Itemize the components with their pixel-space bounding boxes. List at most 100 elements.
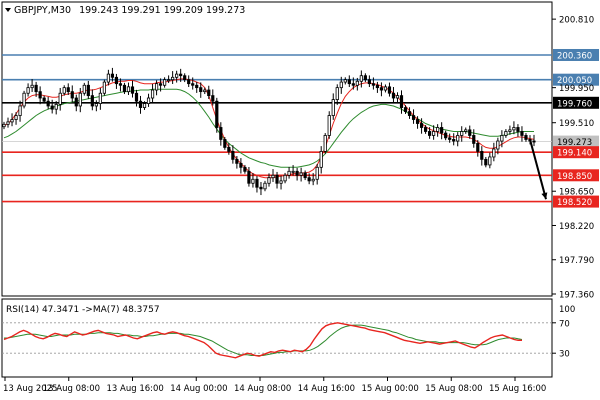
candle-body bbox=[38, 91, 42, 99]
candle-body bbox=[114, 76, 119, 85]
time-tick-label: 14 Aug 16:00 bbox=[298, 384, 355, 394]
candle bbox=[70, 85, 74, 103]
candle-body bbox=[407, 111, 412, 116]
price-tick-label: 199.510 bbox=[559, 119, 594, 129]
candle bbox=[30, 79, 34, 92]
rsi-series-line bbox=[3, 322, 522, 359]
candle-body bbox=[516, 127, 520, 132]
candle-body bbox=[187, 79, 191, 85]
candle bbox=[223, 137, 227, 150]
candle bbox=[355, 77, 359, 91]
candle bbox=[18, 100, 22, 122]
candle bbox=[126, 82, 131, 95]
candle bbox=[532, 134, 536, 147]
candle-body bbox=[468, 129, 472, 136]
price-tick-label: 200.810 bbox=[559, 16, 594, 26]
price-tick-label: 198.220 bbox=[559, 222, 594, 232]
candle-body bbox=[74, 97, 78, 107]
candle bbox=[227, 143, 231, 155]
candle-body bbox=[26, 87, 30, 94]
candle bbox=[239, 158, 243, 174]
candle-body bbox=[351, 83, 355, 86]
candle bbox=[171, 71, 175, 84]
candle bbox=[62, 85, 66, 96]
time-tick-label: 13 Aug 08:00 bbox=[43, 384, 100, 394]
price-tick-label: 200.050 bbox=[557, 76, 592, 86]
candle-body bbox=[167, 79, 171, 82]
candle-body bbox=[319, 150, 323, 168]
price-panel[interactable] bbox=[1, 1, 553, 297]
candle-body bbox=[283, 174, 287, 182]
indicator-panel[interactable] bbox=[1, 298, 553, 378]
candle-body bbox=[419, 123, 424, 128]
candle-body bbox=[191, 83, 195, 86]
indicator-tick-label: 70 bbox=[559, 319, 570, 329]
candle-body bbox=[138, 100, 143, 108]
candle bbox=[464, 127, 468, 134]
candle-body bbox=[118, 83, 123, 86]
candle bbox=[2, 121, 6, 130]
candle-body bbox=[195, 84, 199, 89]
candle-body bbox=[363, 75, 367, 81]
candle-body bbox=[464, 129, 468, 132]
candle bbox=[472, 129, 476, 148]
candle bbox=[74, 94, 78, 112]
candle-body bbox=[219, 127, 223, 140]
level-price-badge bbox=[553, 96, 599, 109]
candle bbox=[315, 163, 319, 185]
candle bbox=[98, 87, 102, 110]
candle bbox=[154, 80, 159, 96]
candle bbox=[303, 170, 307, 181]
candle-body bbox=[484, 158, 488, 166]
candle-body bbox=[175, 73, 179, 78]
candle bbox=[26, 83, 30, 97]
candle bbox=[476, 140, 480, 157]
candle-body bbox=[142, 103, 147, 108]
candle-body bbox=[82, 84, 86, 94]
last-price-badge bbox=[553, 135, 599, 148]
candle bbox=[496, 137, 500, 155]
candle-body bbox=[291, 170, 295, 173]
candle bbox=[419, 118, 424, 134]
candle-body bbox=[423, 127, 428, 132]
price-tick-label: 198.850 bbox=[557, 172, 592, 182]
candle-body bbox=[347, 79, 351, 85]
candle-body bbox=[339, 81, 343, 89]
candle bbox=[106, 69, 110, 86]
candle bbox=[387, 82, 392, 97]
candle bbox=[203, 87, 207, 95]
candle-body bbox=[251, 178, 255, 184]
candle bbox=[428, 127, 432, 139]
candle-body bbox=[512, 127, 516, 131]
candle bbox=[114, 73, 119, 89]
candle bbox=[403, 105, 408, 114]
candle-body bbox=[448, 137, 452, 140]
candle bbox=[46, 96, 50, 110]
candle-body bbox=[492, 148, 496, 158]
candle bbox=[339, 76, 343, 94]
candle bbox=[146, 93, 151, 107]
candle bbox=[287, 167, 291, 179]
candle bbox=[10, 113, 14, 127]
candle bbox=[468, 125, 472, 139]
candle-body bbox=[86, 84, 90, 97]
candle bbox=[231, 145, 235, 164]
candle-body bbox=[199, 87, 203, 93]
candle-body bbox=[504, 131, 508, 136]
symbol-ohlc-header: GBPJPY,M30 199.243 199.291 199.209 199.2… bbox=[14, 5, 245, 16]
candle-body bbox=[460, 131, 464, 136]
candle bbox=[42, 95, 46, 104]
dropdown-triangle-icon[interactable] bbox=[5, 8, 11, 12]
candle bbox=[163, 77, 167, 88]
candle-body bbox=[247, 170, 251, 184]
candle bbox=[267, 173, 271, 187]
candle bbox=[379, 82, 384, 97]
candle bbox=[118, 78, 123, 92]
candle bbox=[363, 73, 367, 83]
candle bbox=[311, 173, 315, 186]
candle-body bbox=[14, 115, 18, 120]
time-tick-label: 14 Aug 00:00 bbox=[170, 384, 227, 394]
